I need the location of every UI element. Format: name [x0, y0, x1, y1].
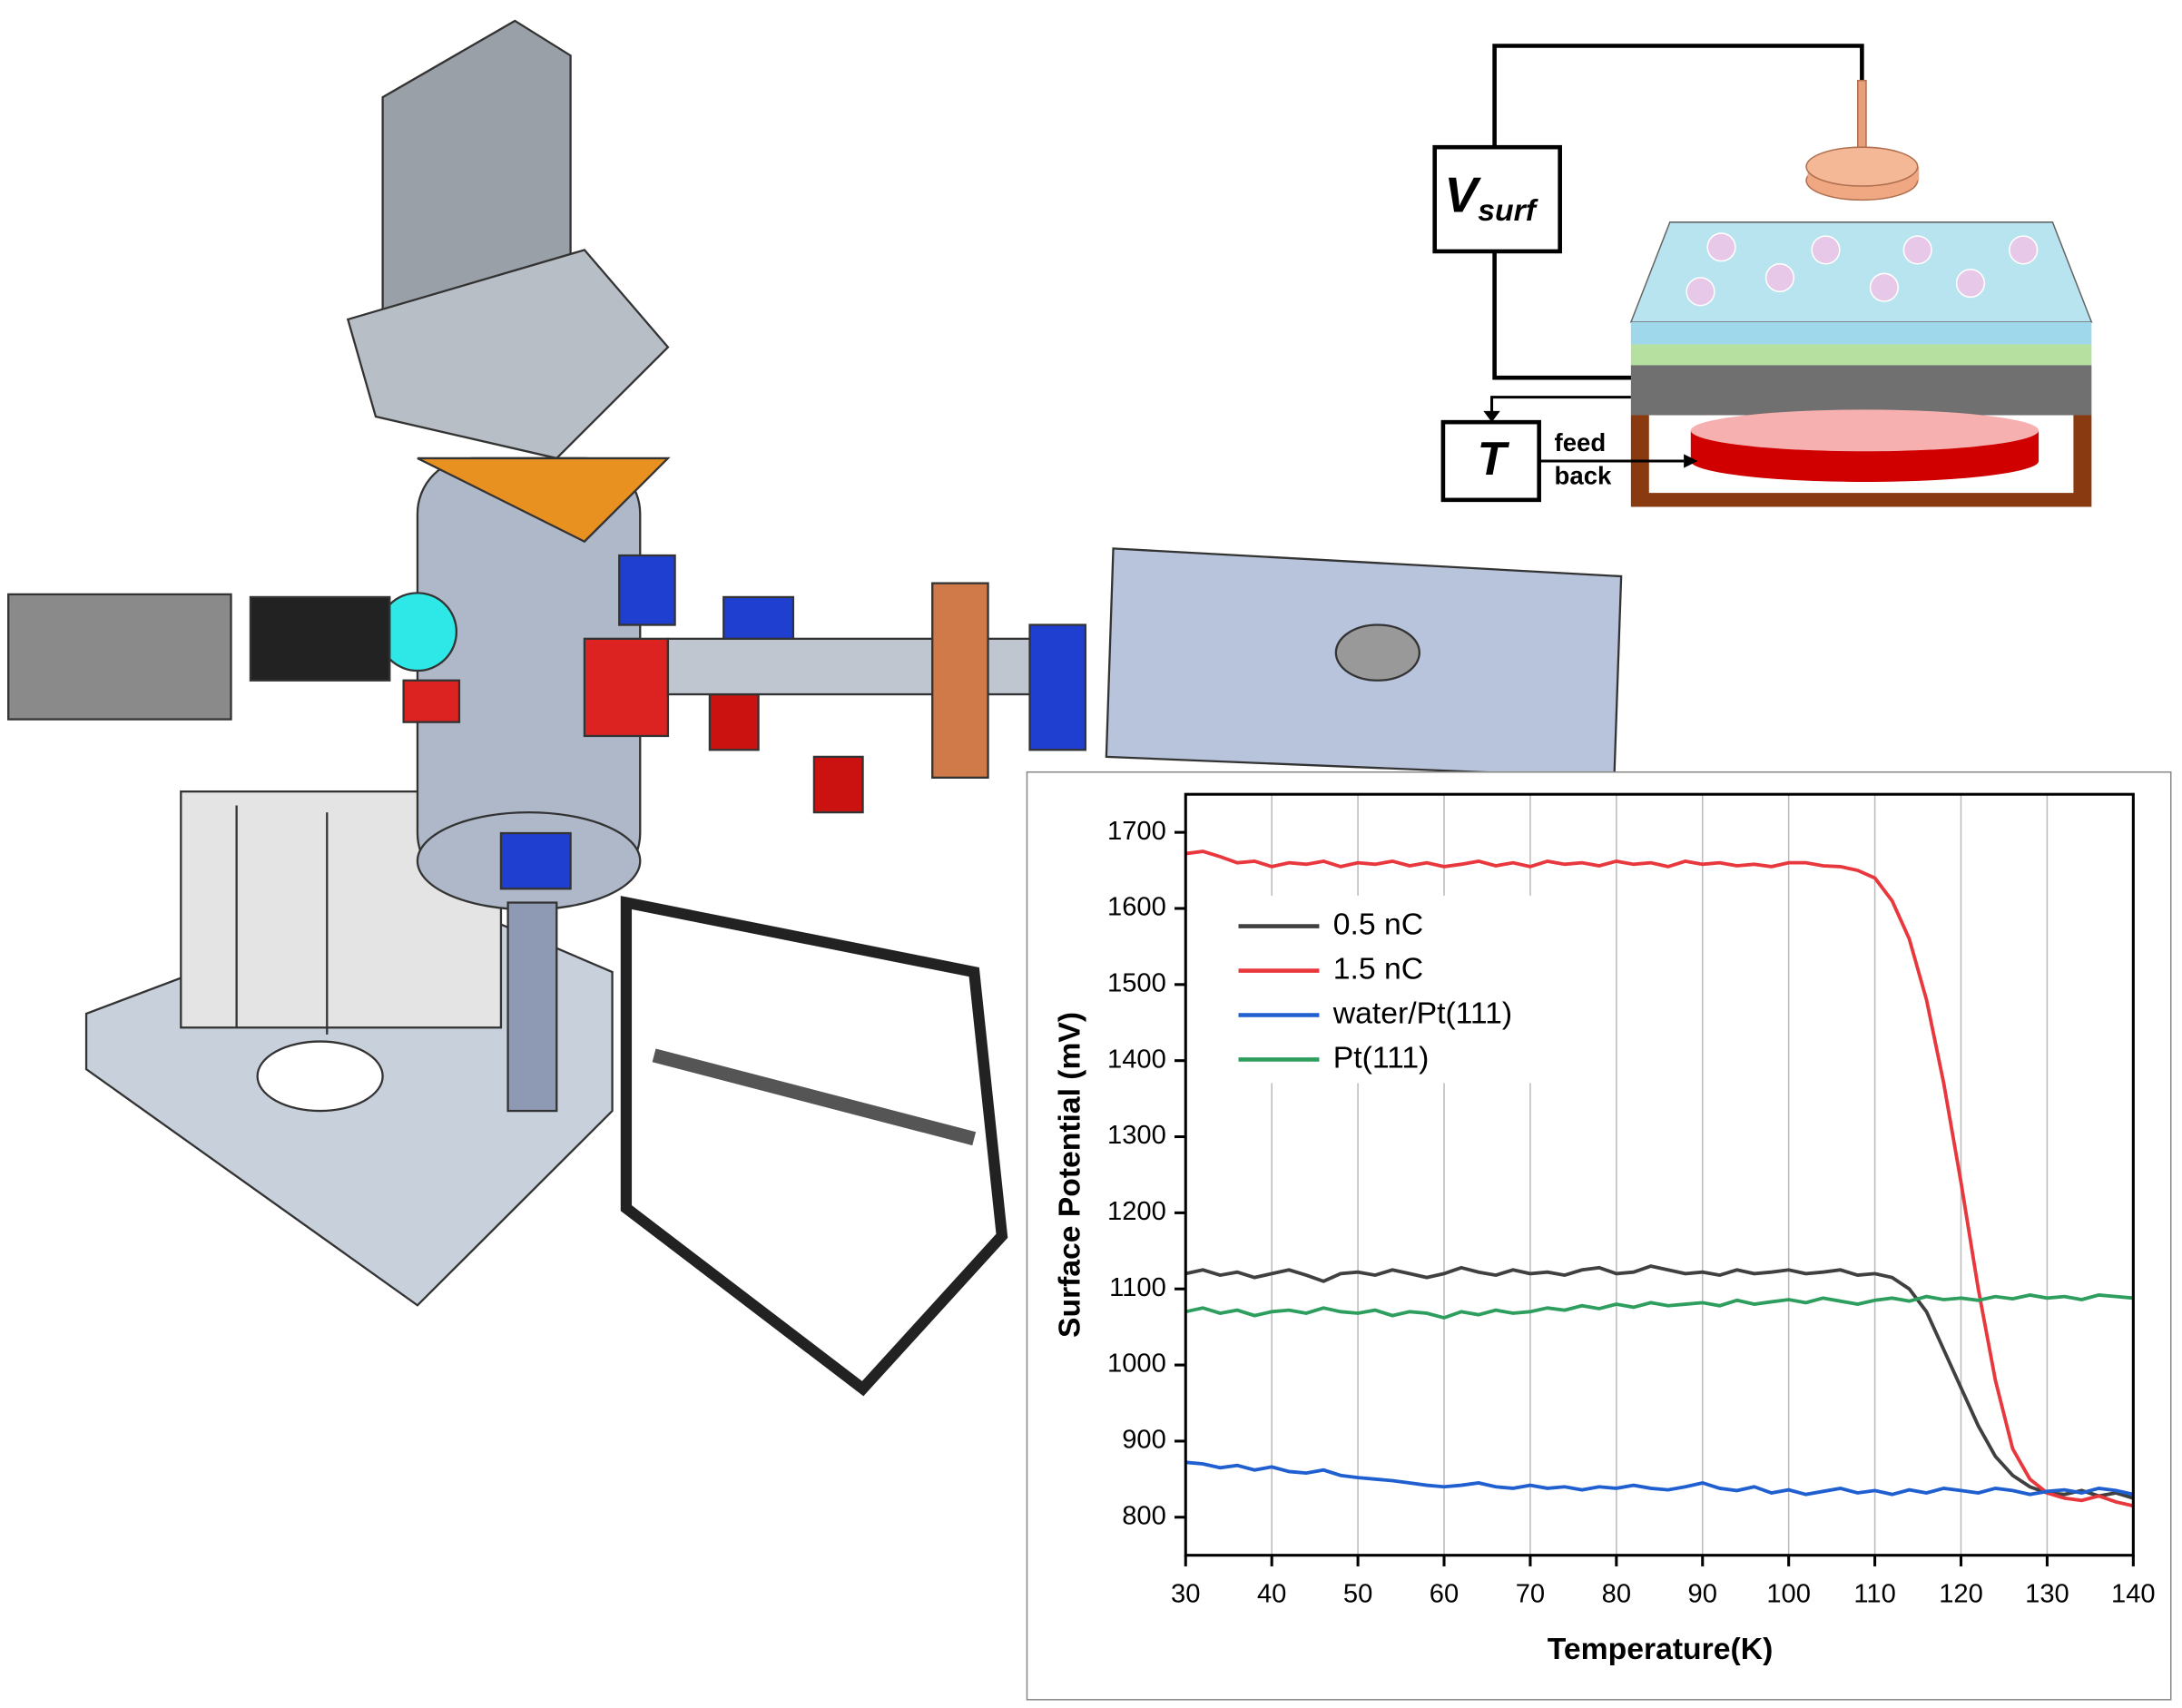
controller-label: T — [1478, 433, 1510, 486]
plot-frame — [1184, 792, 2135, 1557]
y-tick-label: 900 — [1122, 1426, 1166, 1455]
series-line — [1185, 1460, 2134, 1497]
x-tick-label: 80 — [1602, 1580, 1631, 1609]
x-tick-label: 110 — [1853, 1580, 1895, 1609]
x-tick-label: 140 — [2111, 1580, 2156, 1609]
legend-label: Pt(111) — [1333, 1041, 1430, 1075]
series-line — [1184, 1293, 2134, 1320]
x-tick-label: 100 — [1766, 1580, 1811, 1609]
y-tick-label: 1300 — [1107, 1121, 1166, 1150]
legend-label: 1.5 nC — [1333, 952, 1423, 986]
y-tick-label: 1400 — [1107, 1045, 1166, 1074]
series-line — [1185, 849, 2134, 1508]
series-line — [1184, 1264, 2134, 1500]
legend-label: water/Pt(111) — [1332, 996, 1512, 1030]
x-tick-label: 50 — [1343, 1580, 1372, 1609]
x-axis-title: Temperature(K) — [1548, 1633, 1774, 1666]
x-tick-label: 60 — [1430, 1580, 1459, 1609]
x-tick-label: 90 — [1688, 1580, 1717, 1609]
legend: 0.5 nC 1.5 nC water/Pt(111) Pt(111) — [1227, 895, 1548, 1084]
y-tick-label: 1100 — [1109, 1273, 1166, 1302]
legend-label: 0.5 nC — [1333, 908, 1423, 941]
x-tick-label: 40 — [1257, 1580, 1286, 1609]
axes: 30 40 50 60 70 80 90 100 110 120 130 140 800 900 1000 1… — [1107, 817, 2156, 1609]
apparatus — [7, 19, 1623, 1397]
voltmeter-subscript: surf — [1478, 194, 1538, 228]
y-tick-label: 1200 — [1107, 1197, 1166, 1226]
y-tick-label: 1000 — [1107, 1350, 1166, 1379]
chart-panel — [1026, 771, 2172, 1701]
feedback-label: feed — [1555, 428, 1607, 456]
x-tick-label: 130 — [2025, 1580, 2069, 1609]
y-tick-label: 1600 — [1107, 893, 1166, 922]
schematic: V surf T feed back — [1432, 44, 2093, 507]
y-tick-label: 1500 — [1107, 969, 1166, 998]
voltmeter-symbol: V — [1444, 166, 1481, 222]
y-tick-label: 1700 — [1107, 817, 1166, 846]
x-tick-label: 30 — [1171, 1580, 1200, 1609]
plot-lines — [1184, 849, 2134, 1508]
x-tick-label: 120 — [1939, 1580, 1983, 1609]
x-tick-label: 70 — [1516, 1580, 1545, 1609]
feedback-label: back — [1555, 462, 1613, 490]
y-axis-title: Surface Potential (mV) — [1053, 1012, 1086, 1338]
y-tick-label: 800 — [1122, 1501, 1166, 1530]
